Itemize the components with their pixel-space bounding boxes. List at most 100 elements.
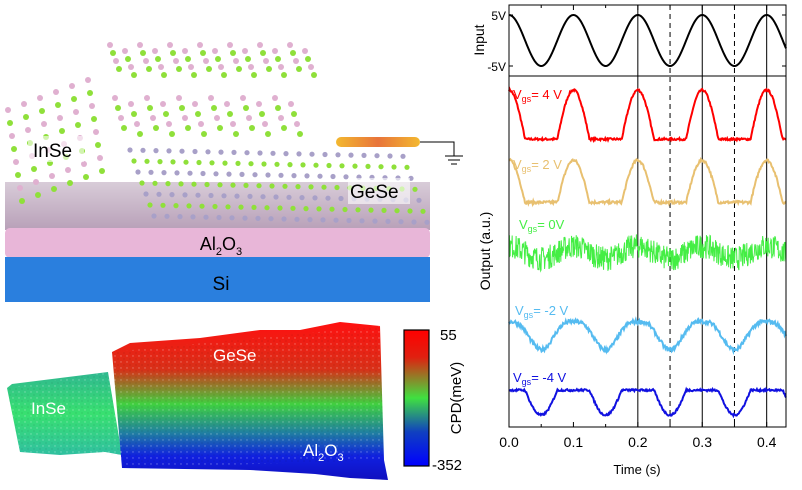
atom xyxy=(248,64,254,70)
atom xyxy=(137,131,143,137)
atom xyxy=(346,217,352,224)
atom xyxy=(230,121,236,127)
atom xyxy=(41,121,47,127)
atom xyxy=(374,153,380,159)
atom xyxy=(226,171,232,177)
atom xyxy=(161,170,167,176)
atom xyxy=(93,129,99,135)
atom xyxy=(368,207,374,213)
atom xyxy=(281,125,287,131)
atom xyxy=(268,216,274,222)
atom xyxy=(245,56,251,62)
gese-label-bg xyxy=(348,178,410,204)
atom xyxy=(152,180,158,186)
atom xyxy=(326,162,332,169)
atom xyxy=(424,219,430,225)
atom xyxy=(185,125,191,131)
atom xyxy=(19,198,25,204)
atom xyxy=(411,219,417,225)
output-series-line xyxy=(508,157,787,208)
atom xyxy=(251,72,257,78)
atom xyxy=(295,184,301,190)
atom xyxy=(208,192,214,199)
atom xyxy=(203,214,209,220)
colorbar-min: -352 xyxy=(432,457,462,474)
atom xyxy=(183,159,189,165)
atom xyxy=(233,131,239,137)
atom xyxy=(334,184,340,191)
atom xyxy=(273,194,279,200)
atom xyxy=(218,64,224,70)
atom xyxy=(173,58,179,64)
atom xyxy=(163,111,169,117)
atom xyxy=(116,66,122,72)
xtick-label: 0.3 xyxy=(693,434,713,450)
atom xyxy=(239,171,245,177)
atom xyxy=(173,203,179,209)
atom xyxy=(211,105,217,111)
atom xyxy=(275,105,281,111)
atom xyxy=(182,48,188,54)
al2o3-label: Al2O3 xyxy=(200,234,242,258)
atom xyxy=(197,42,203,48)
atom xyxy=(213,171,219,177)
atom xyxy=(352,163,358,169)
atom xyxy=(322,151,328,158)
atom xyxy=(206,66,212,72)
atom xyxy=(311,72,317,78)
atom xyxy=(140,147,146,153)
series-labels: Vgs= 4 V Vgs= 2 V Vgs= 0V Vgs= -2 V Vgs=… xyxy=(513,87,569,387)
atom xyxy=(274,161,280,167)
atom xyxy=(240,95,246,101)
atom xyxy=(325,195,331,201)
atom xyxy=(212,203,218,210)
atom xyxy=(179,148,185,154)
atom xyxy=(167,42,173,48)
atom xyxy=(99,168,105,174)
atom xyxy=(372,218,378,224)
colorbar xyxy=(403,329,430,467)
atom xyxy=(55,102,61,108)
si-layer xyxy=(5,257,430,302)
atom xyxy=(398,219,404,225)
atom xyxy=(160,202,166,208)
atom xyxy=(221,72,227,78)
atom xyxy=(148,169,154,175)
atom xyxy=(165,181,171,187)
atom xyxy=(291,173,297,179)
atom xyxy=(11,146,17,152)
al2o3-layer xyxy=(5,228,430,258)
atom xyxy=(263,58,269,64)
x-tick-labels: 0.0 0.1 0.2 0.3 0.4 xyxy=(499,434,776,450)
atom xyxy=(35,192,41,198)
atom xyxy=(31,166,37,172)
atom xyxy=(412,186,418,192)
xtick-label: 0.0 xyxy=(499,434,519,450)
atom xyxy=(150,115,156,121)
output-series-line xyxy=(508,86,787,144)
atom xyxy=(25,127,31,133)
atom xyxy=(242,48,248,54)
atom xyxy=(182,192,188,198)
inse-label: InSe xyxy=(33,141,72,162)
atom xyxy=(59,128,65,134)
atom xyxy=(265,172,271,178)
atom xyxy=(89,103,95,109)
atom xyxy=(122,48,128,54)
atom xyxy=(236,66,242,72)
atom xyxy=(224,101,230,107)
atom xyxy=(260,50,266,56)
output-series-line xyxy=(508,386,787,419)
atom xyxy=(243,105,249,111)
atom xyxy=(83,174,89,180)
atom xyxy=(309,151,315,157)
inse-label-bg xyxy=(28,136,84,162)
atom xyxy=(75,122,81,128)
atom xyxy=(57,115,63,121)
atom xyxy=(294,216,300,222)
atom xyxy=(234,193,240,199)
atom xyxy=(135,169,141,175)
atom xyxy=(278,172,284,178)
atom xyxy=(231,149,237,155)
